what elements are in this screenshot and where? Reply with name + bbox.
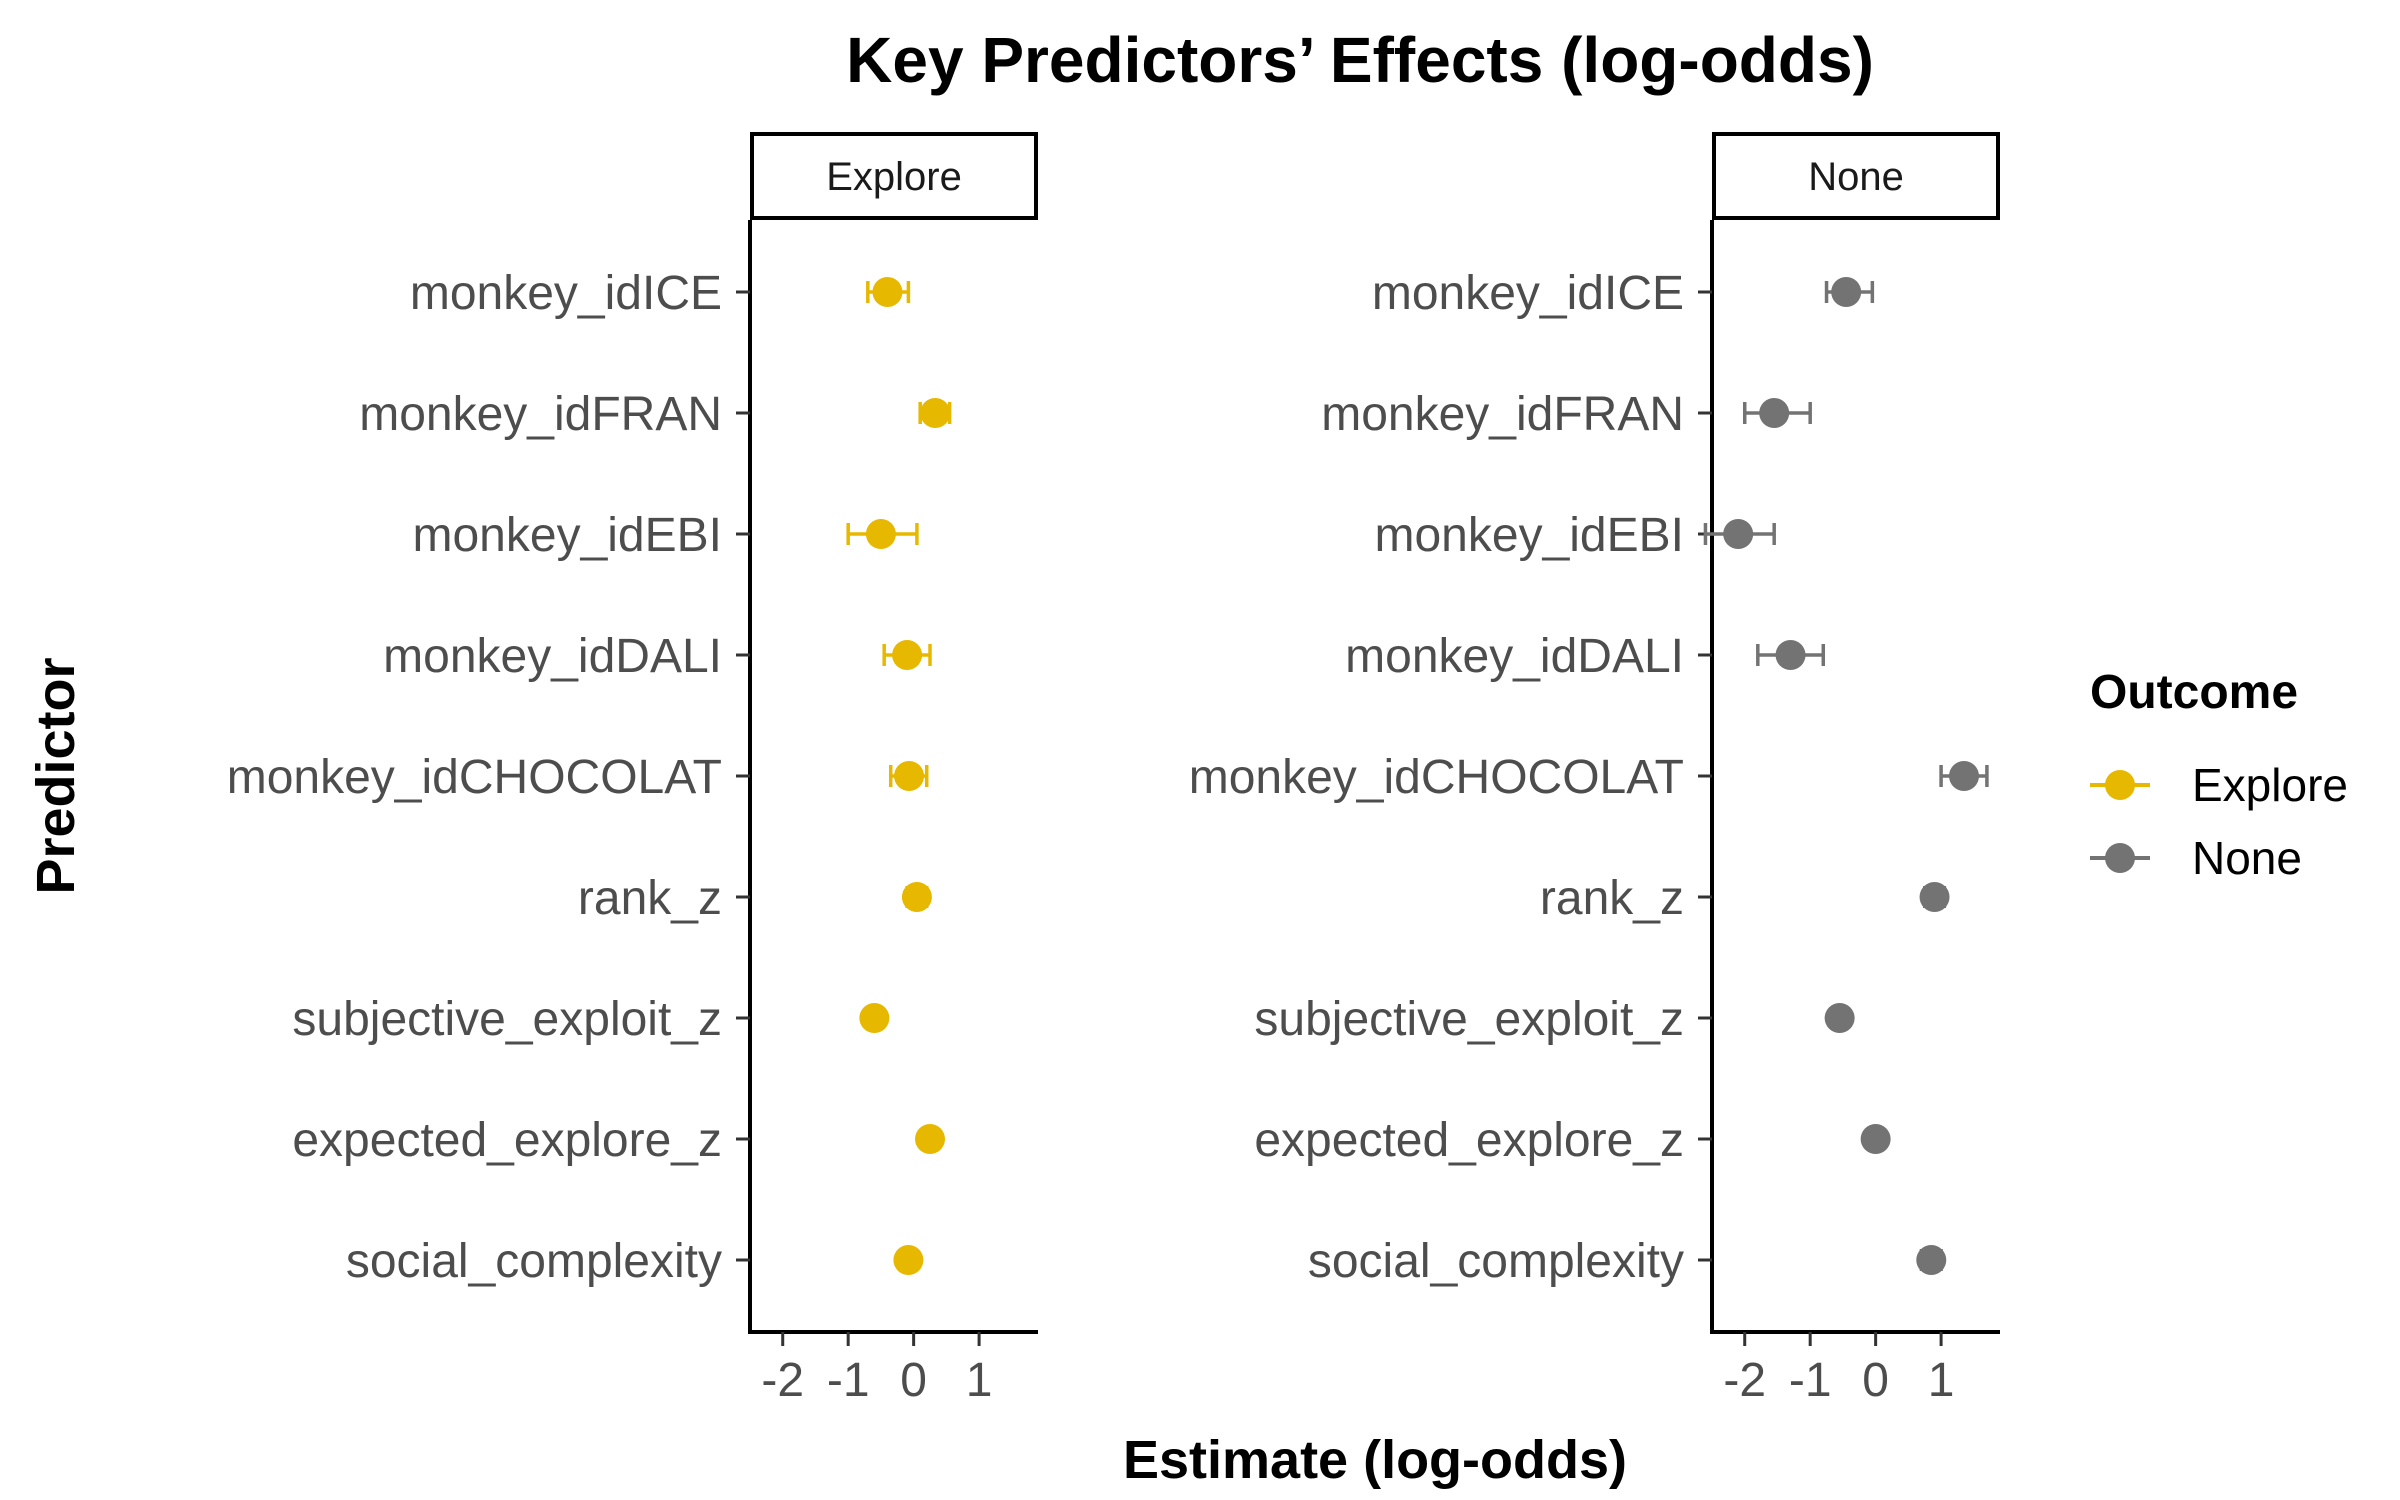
estimate-point-explore [892, 640, 923, 670]
estimate-point-explore [901, 882, 932, 912]
y-tick-label-explore: monkey_idFRAN [359, 388, 722, 441]
y-axis-title: Predictor [26, 657, 86, 894]
estimate-point-none [1860, 1124, 1891, 1154]
legend-key-point [2105, 770, 2135, 800]
y-tick-label-none: monkey_idICE [1372, 267, 1684, 320]
legend-title: Outcome [2090, 666, 2298, 719]
x-tick-label-none: 0 [1862, 1354, 1889, 1407]
legend-label: Explore [2192, 759, 2348, 811]
y-tick-label-none: monkey_idEBI [1375, 509, 1685, 562]
y-tick-label-none: monkey_idDALI [1345, 630, 1684, 683]
strip-box-explore [750, 132, 1038, 220]
y-tick-label-explore: monkey_idCHOCOLAT [227, 751, 722, 804]
y-tick-label-none: monkey_idFRAN [1321, 388, 1684, 441]
estimate-point-explore [859, 1003, 890, 1033]
y-tick-label-explore: rank_z [578, 872, 722, 925]
legend-key-point [2105, 843, 2135, 873]
panel-explore: Explore -2 -1 0 1 monkey_idICE monkey_idFRANm… [227, 132, 1038, 1407]
panel-none: None -2 -1 0 1 monkey_idICE monkey_idFRANmonk… [1189, 132, 2000, 1407]
estimate-point-explore [894, 761, 925, 791]
strip-label-explore: Explore [826, 155, 962, 199]
x-tick-label-explore: 0 [900, 1354, 927, 1407]
y-tick-label-explore: expected_explore_z [292, 1114, 722, 1167]
x-axis-title: Estimate (log-odds) [1123, 1430, 1627, 1490]
y-tick-label-explore: monkey_idDALI [383, 630, 722, 683]
y-tick-label-explore: monkey_idEBI [413, 509, 723, 562]
y-tick-label-none: rank_z [1540, 872, 1684, 925]
legend-label: None [2192, 832, 2302, 884]
estimate-point-explore [865, 519, 896, 549]
x-tick-label-none: -1 [1789, 1354, 1832, 1407]
strip-box-none [1712, 132, 2000, 220]
estimate-point-none [1916, 1245, 1947, 1275]
estimate-point-none [1949, 761, 1979, 791]
estimate-point-none [1723, 519, 1754, 549]
x-tick-label-none: 1 [1928, 1354, 1955, 1407]
y-tick-label-explore: subjective_exploit_z [292, 993, 722, 1046]
chart-title: Key Predictors’ Effects (log-odds) [846, 24, 1874, 96]
estimate-point-none [1775, 640, 1806, 670]
estimate-point-none [1919, 882, 1950, 912]
x-tick-label-none: -2 [1723, 1354, 1766, 1407]
y-tick-label-explore: social_complexity [346, 1235, 722, 1288]
legend: Outcome Explore None [2090, 666, 2348, 884]
estimate-point-explore [872, 277, 903, 307]
estimate-point-none [1759, 398, 1790, 428]
estimate-point-explore [920, 398, 951, 428]
y-tick-label-explore: monkey_idICE [410, 267, 722, 320]
panel-explore-marks: -2 -1 0 1 monkey_idICE monkey_idFRAN monkey_id… [227, 220, 1038, 1407]
estimate-point-none [1831, 277, 1862, 307]
panel-none-marks: -2 -1 0 1 monkey_idICE monkey_idFRAN monkey_id… [1189, 220, 2000, 1407]
strip-label-none: None [1808, 155, 1904, 199]
estimate-point-none [1824, 1003, 1855, 1033]
y-tick-label-none: social_complexity [1308, 1235, 1684, 1288]
x-tick-label-explore: -2 [761, 1354, 804, 1407]
x-tick-label-explore: -1 [827, 1354, 870, 1407]
y-tick-label-none: monkey_idCHOCOLAT [1189, 751, 1684, 804]
y-tick-label-none: expected_explore_z [1254, 1114, 1684, 1167]
estimate-point-explore [893, 1245, 924, 1275]
estimate-point-explore [915, 1124, 945, 1154]
legend-items: Explore None [2090, 759, 2348, 884]
y-tick-label-none: subjective_exploit_z [1254, 993, 1684, 1046]
x-tick-label-explore: 1 [966, 1354, 993, 1407]
